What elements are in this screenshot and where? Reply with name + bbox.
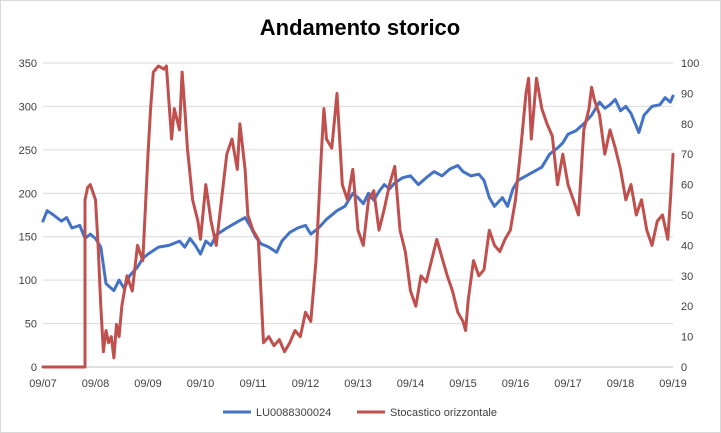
right-y-tick-label: 40 bbox=[681, 240, 693, 252]
right-y-tick-label: 60 bbox=[681, 180, 693, 192]
x-tick-label: 09/12 bbox=[292, 378, 320, 390]
right-y-axis: 0 10 20 30 40 50 60 70 80 90 100 bbox=[681, 58, 699, 374]
left-y-tick-label: 350 bbox=[19, 58, 37, 70]
series-lines bbox=[41, 64, 675, 369]
x-tick-label: 09/11 bbox=[240, 378, 267, 390]
x-tick-label: 09/13 bbox=[344, 378, 372, 390]
left-y-tick-label: 250 bbox=[19, 145, 37, 157]
x-tick-label: 09/14 bbox=[397, 378, 425, 390]
x-tick-label: 09/19 bbox=[659, 378, 687, 390]
x-tick-label: 09/16 bbox=[502, 378, 530, 390]
right-y-tick-label: 70 bbox=[681, 149, 693, 161]
x-tick-label: 09/08 bbox=[82, 378, 110, 390]
series-line-2 bbox=[41, 64, 675, 369]
left-y-tick-label: 150 bbox=[19, 232, 37, 244]
right-y-tick-label: 10 bbox=[681, 332, 693, 344]
right-y-tick-label: 50 bbox=[681, 210, 693, 222]
x-tick-label: 09/18 bbox=[607, 378, 635, 390]
x-tick-label: 09/09 bbox=[134, 378, 162, 390]
left-y-tick-label: 0 bbox=[31, 362, 37, 374]
left-y-tick-label: 200 bbox=[19, 188, 37, 200]
legend-label: Stocastico orizzontale bbox=[390, 407, 497, 419]
x-tick-label: 09/10 bbox=[187, 378, 215, 390]
left-y-tick-label: 300 bbox=[19, 101, 37, 113]
x-axis: 09/07 09/08 09/09 09/10 09/11 09/12 09/13 09/14… bbox=[29, 366, 687, 390]
left-y-tick-label: 50 bbox=[25, 319, 37, 331]
right-y-tick-label: 30 bbox=[681, 271, 693, 283]
series-line-1 bbox=[41, 94, 675, 293]
right-y-tick-label: 90 bbox=[681, 88, 693, 100]
right-y-tick-label: 0 bbox=[681, 362, 687, 374]
x-tick-label: 09/15 bbox=[449, 378, 477, 390]
chart-title: Andamento storico bbox=[260, 15, 460, 40]
right-y-tick-label: 20 bbox=[681, 301, 693, 313]
right-y-tick-label: 100 bbox=[681, 58, 699, 70]
x-tick-label: 09/07 bbox=[29, 378, 57, 390]
left-y-tick-label: 100 bbox=[19, 275, 37, 287]
legend: LU0088300024 Stocastico orizzontale bbox=[223, 407, 497, 419]
left-y-axis: 0 50 100 150 200 250 300 350 bbox=[19, 58, 37, 374]
legend-label: LU0088300024 bbox=[256, 407, 331, 419]
x-tick-label: 09/17 bbox=[554, 378, 582, 390]
right-y-tick-label: 80 bbox=[681, 119, 693, 131]
